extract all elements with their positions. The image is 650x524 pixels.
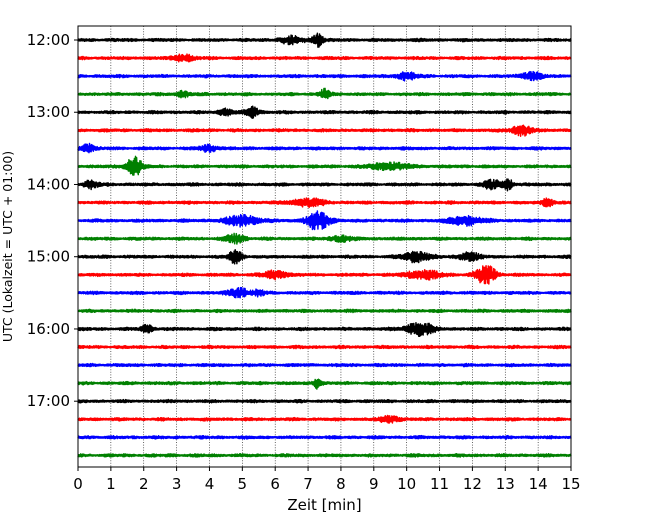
trace-1745 [77,453,572,458]
y-tick-label: 16:00 [27,320,70,338]
trace-1600 [77,321,572,338]
x-tick-label: 14 [529,475,548,493]
x-tick-label: 9 [369,475,379,493]
trace-1615 [77,344,572,350]
y-tick-label: 17:00 [27,392,70,410]
trace-1415 [77,197,572,209]
trace-1515 [77,265,572,285]
x-tick-label: 2 [139,475,149,493]
trace-1445 [77,232,572,245]
vertical-gridlines [110,26,539,467]
x-tick-label: 8 [336,475,346,493]
trace-1430 [77,210,572,231]
trace-1645 [77,378,572,390]
x-tick-label: 11 [430,475,449,493]
trace-1200 [77,32,572,48]
y-tick-label: 15:00 [27,248,70,266]
trace-1315 [77,124,572,137]
trace-1230 [77,70,572,82]
x-tick-label: 10 [397,475,416,493]
trace-1715 [77,414,572,424]
x-tick-label: 4 [205,475,215,493]
trace-1545 [77,308,572,314]
x-tick-label: 6 [270,475,280,493]
trace-1245 [77,87,572,100]
trace-1700 [77,398,572,404]
trace-1630 [77,362,572,368]
x-tick-label: 1 [106,475,116,493]
x-tick-label: 13 [496,475,515,493]
x-tick-label: 3 [172,475,182,493]
trace-1300 [77,105,572,120]
x-axis-label: Zeit [min] [287,496,361,514]
y-axis-label: UTC (Lokalzeit = UTC + 01:00) [0,151,15,342]
trace-1330 [77,142,572,154]
x-tick-label: 5 [238,475,248,493]
y-tick-label: 14:00 [27,175,70,193]
axis-ticks: 0 1 2 3 4 5 6 7 8 9 10 11 12 13 14 1512:0013:0014:0015:… [27,31,581,493]
x-tick-label: 12 [463,475,482,493]
y-tick-label: 13:00 [27,103,70,121]
trace-1500 [77,249,572,265]
y-tick-label: 12:00 [27,31,70,49]
trace-1345 [77,155,572,176]
plot-frame [77,25,572,468]
trace-1530 [77,286,572,299]
trace-lines [77,32,572,458]
x-tick-label: 0 [73,475,83,493]
trace-1400 [77,178,572,192]
x-tick-label: 15 [561,475,580,493]
trace-1215 [77,53,572,63]
trace-1730 [77,434,572,440]
x-tick-label: 7 [303,475,313,493]
